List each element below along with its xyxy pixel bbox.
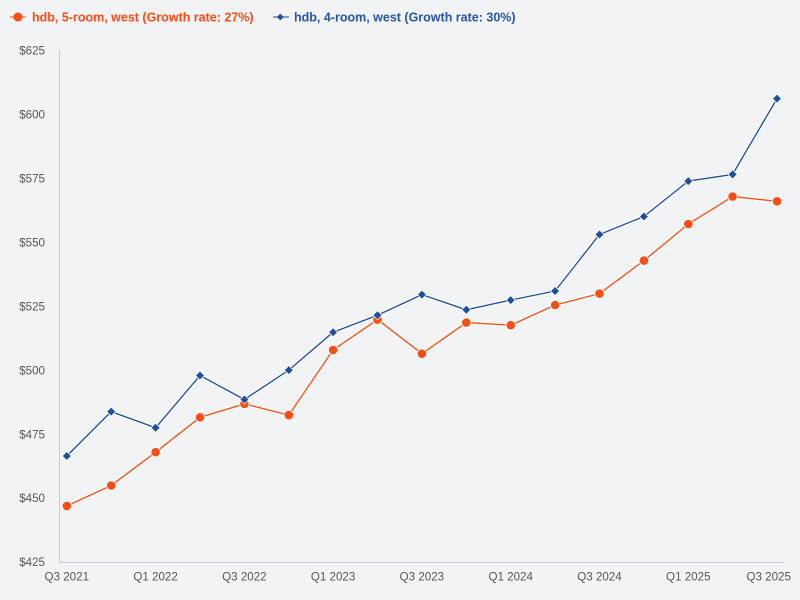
svg-text:$500: $500	[19, 364, 45, 377]
svg-text:$450: $450	[19, 492, 45, 505]
svg-text:hdb, 5-room, west (Growth rate: hdb, 5-room, west (Growth rate: 27%)	[32, 11, 254, 25]
svg-text:$600: $600	[19, 109, 45, 122]
svg-text:Q3 2025: Q3 2025	[746, 571, 790, 584]
svg-text:Q1 2025: Q1 2025	[666, 571, 710, 584]
svg-text:$425: $425	[19, 556, 45, 569]
svg-text:hdb, 4-room, west (Growth rate: hdb, 4-room, west (Growth rate: 30%)	[294, 11, 516, 25]
svg-text:Q3 2021: Q3 2021	[45, 571, 89, 584]
svg-text:$625: $625	[19, 45, 45, 58]
svg-text:Q1 2022: Q1 2022	[133, 571, 177, 584]
svg-text:Q1 2023: Q1 2023	[311, 571, 355, 584]
svg-text:$575: $575	[19, 172, 45, 185]
svg-text:$525: $525	[19, 300, 45, 313]
svg-text:$550: $550	[19, 236, 45, 249]
svg-text:Q3 2024: Q3 2024	[577, 571, 622, 584]
svg-text:Q3 2023: Q3 2023	[400, 571, 444, 584]
svg-text:Q1 2024: Q1 2024	[488, 571, 533, 584]
svg-text:$475: $475	[19, 428, 45, 441]
svg-text:Q3 2022: Q3 2022	[222, 571, 266, 584]
